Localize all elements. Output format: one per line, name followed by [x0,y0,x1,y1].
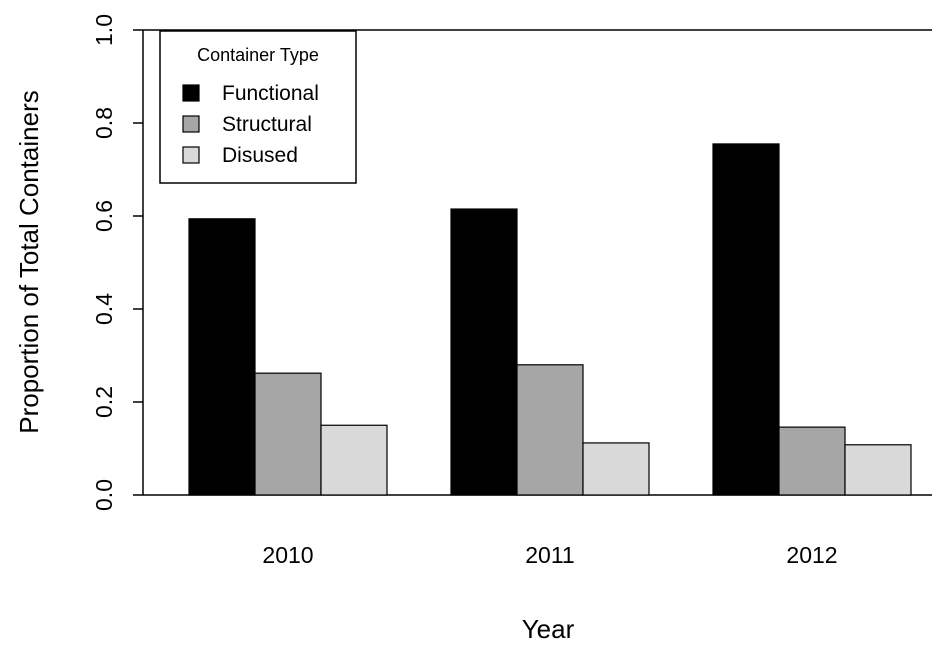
bar-disused-2010 [320,424,388,496]
bar-functional-2011 [450,208,518,496]
legend-swatch-structural [182,115,200,133]
legend-label-structural: Structural [222,113,312,136]
bar-structural-2012 [778,426,846,496]
bar-structural-2010 [254,372,322,496]
y-tick-label: 1.0 [91,14,117,46]
x-ticks-group: 2010 2011 2012 [262,542,837,568]
y-tick-label: 0.8 [91,107,117,139]
bar-disused-2012 [844,444,912,496]
legend: Container Type Functional Structural Disus… [159,30,357,184]
legend-swatch-disused [182,146,200,164]
y-tick-label: 0.6 [91,200,117,232]
legend-label-disused: Disused [222,144,298,167]
legend-items: Functional Structural Disused [182,82,319,167]
bars-group [188,143,912,496]
y-tick-label: 0.2 [91,386,117,418]
y-tick-label: 0.0 [91,479,117,511]
bar-functional-2010 [188,218,256,496]
legend-swatch-functional [182,84,200,102]
bar-disused-2011 [582,442,650,496]
x-axis-title: Year [522,614,575,644]
y-axis-title: Proportion of Total Containers [14,90,44,434]
legend-label-functional: Functional [222,82,319,105]
x-tick-label: 2011 [525,542,574,568]
bar-structural-2011 [516,364,584,496]
y-tick-label: 0.4 [91,293,117,325]
x-tick-label: 2010 [262,542,313,568]
bar-functional-2012 [712,143,780,496]
legend-title: Container Type [197,45,319,65]
y-ticks-group: 0.0 0.2 0.4 0.6 0.8 1.0 [91,14,143,511]
x-tick-label: 2012 [786,542,837,568]
